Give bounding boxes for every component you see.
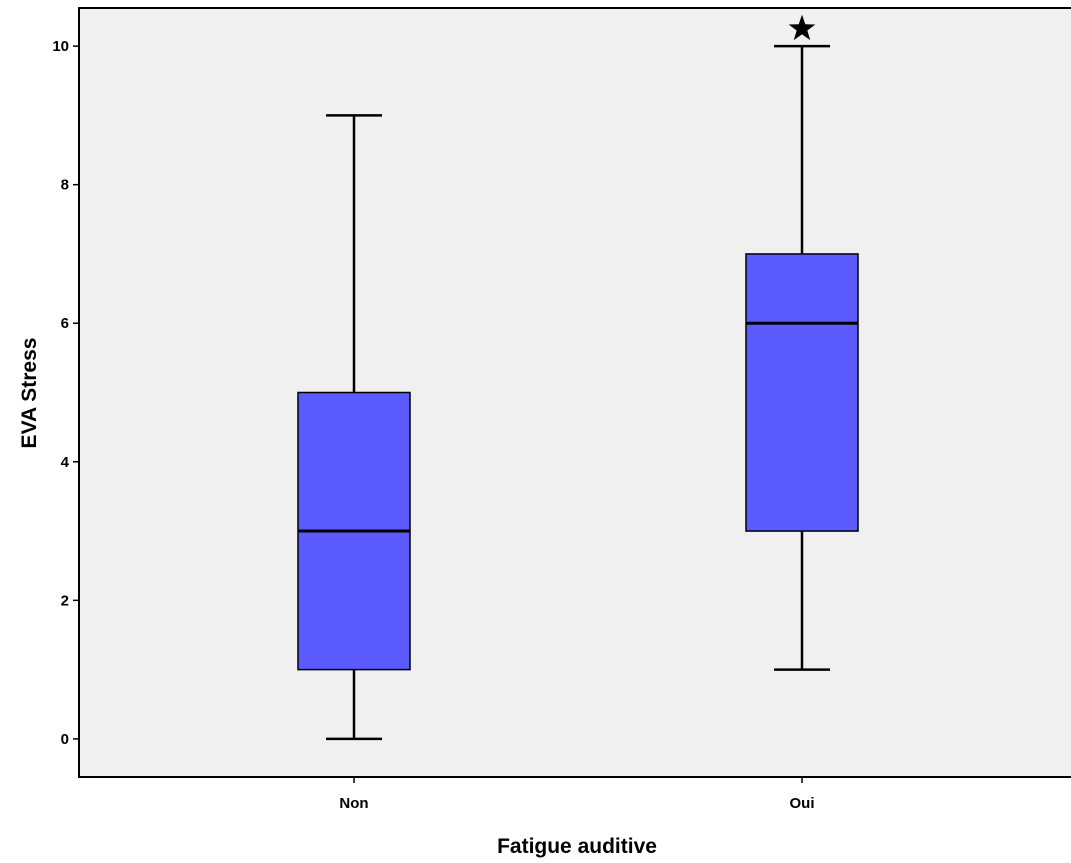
y-tick-label: 8	[61, 177, 69, 194]
box-oui	[745, 14, 859, 671]
x-tick-label: Non	[339, 795, 368, 812]
y-axis-title: EVA Stress	[18, 338, 41, 449]
x-axis-title: Fatigue auditive	[497, 835, 657, 858]
extreme-star-icon	[788, 14, 816, 41]
x-tick-label: Oui	[790, 795, 815, 812]
x-axis: Non Oui	[339, 777, 815, 812]
box-non	[297, 114, 411, 741]
iqr-box	[745, 253, 859, 532]
y-tick-label: 0	[61, 731, 69, 748]
plot-area	[78, 7, 1071, 778]
y-tick-label: 2	[61, 592, 69, 609]
box-series	[297, 14, 859, 741]
y-tick-label: 4	[61, 454, 70, 471]
y-tick-label: 6	[61, 315, 69, 332]
y-tick-label: 10	[52, 38, 69, 55]
y-axis: 0 2 4 6 8 10	[52, 38, 79, 748]
